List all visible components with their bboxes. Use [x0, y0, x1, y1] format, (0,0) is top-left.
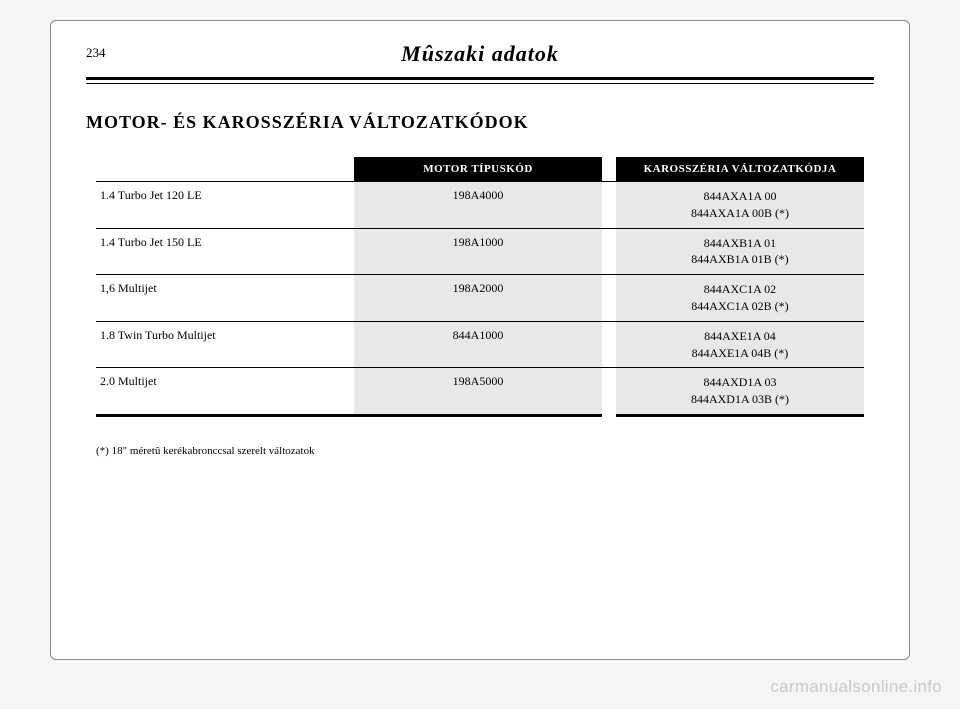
- codes-table: MOTOR TÍPUSKÓD KAROSSZÉRIA VÁLTOZATKÓDJA…: [96, 157, 864, 417]
- column-engine: MOTOR TÍPUSKÓD: [354, 157, 602, 181]
- cell-engine: 198A4000: [354, 182, 602, 228]
- cell-engine: 198A1000: [354, 229, 602, 275]
- cell-label: 2.0 Multijet: [96, 368, 354, 414]
- cell-label: 1.4 Turbo Jet 150 LE: [96, 229, 354, 275]
- cell-gap: [602, 182, 616, 228]
- cell-gap: [602, 322, 616, 368]
- cell-engine: 844A1000: [354, 322, 602, 368]
- rule-segment: [354, 414, 602, 417]
- rule-segment: [616, 414, 864, 417]
- table-row: 1.4 Turbo Jet 120 LE 198A4000 844AXA1A 0…: [96, 181, 864, 228]
- column-body: KAROSSZÉRIA VÁLTOZATKÓDJA: [616, 157, 864, 181]
- body-code-line: 844AXA1A 00: [620, 188, 860, 205]
- body-code-line: 844AXD1A 03: [620, 374, 860, 391]
- footnote: (*) 18" méretû kerékabronccsal szerelt v…: [96, 445, 874, 457]
- rule-thick: [86, 77, 874, 80]
- table-row: 2.0 Multijet 198A5000 844AXD1A 03 844AXD…: [96, 367, 864, 414]
- cell-gap: [602, 229, 616, 275]
- rule-gap: [602, 414, 616, 417]
- cell-body: 844AXE1A 04 844AXE1A 04B (*): [616, 322, 864, 368]
- table-row: 1.8 Twin Turbo Multijet 844A1000 844AXE1…: [96, 321, 864, 368]
- cell-engine: 198A2000: [354, 275, 602, 321]
- table-header-row: MOTOR TÍPUSKÓD KAROSSZÉRIA VÁLTOZATKÓDJA: [96, 157, 864, 181]
- column-gap: [602, 157, 616, 181]
- body-code-line: 844AXB1A 01B (*): [620, 251, 860, 268]
- body-code-line: 844AXC1A 02: [620, 281, 860, 298]
- page-card: 234 Mûszaki adatok MOTOR- ÉS KAROSSZÉRIA…: [50, 20, 910, 660]
- body-code-line: 844AXC1A 02B (*): [620, 298, 860, 315]
- watermark: carmanualsonline.info: [770, 677, 942, 697]
- body-code-line: 844AXB1A 01: [620, 235, 860, 252]
- cell-gap: [602, 275, 616, 321]
- cell-label: 1,6 Multijet: [96, 275, 354, 321]
- cell-gap: [602, 368, 616, 414]
- cell-body: 844AXD1A 03 844AXD1A 03B (*): [616, 368, 864, 414]
- table-footer-rule: [96, 414, 864, 417]
- cell-body: 844AXC1A 02 844AXC1A 02B (*): [616, 275, 864, 321]
- column-blank: [96, 157, 354, 181]
- body-code-line: 844AXD1A 03B (*): [620, 391, 860, 408]
- body-code-line: 844AXE1A 04B (*): [620, 345, 860, 362]
- section-title: MOTOR- ÉS KAROSSZÉRIA VÁLTOZATKÓDOK: [86, 112, 874, 133]
- cell-body: 844AXB1A 01 844AXB1A 01B (*): [616, 229, 864, 275]
- cell-label: 1.4 Turbo Jet 120 LE: [96, 182, 354, 228]
- cell-body: 844AXA1A 00 844AXA1A 00B (*): [616, 182, 864, 228]
- header-title: Mûszaki adatok: [86, 41, 874, 67]
- page-number: 234: [86, 45, 106, 61]
- body-code-line: 844AXE1A 04: [620, 328, 860, 345]
- page-header: 234 Mûszaki adatok: [86, 41, 874, 71]
- rule-segment: [96, 414, 354, 417]
- cell-label: 1.8 Twin Turbo Multijet: [96, 322, 354, 368]
- table-row: 1,6 Multijet 198A2000 844AXC1A 02 844AXC…: [96, 274, 864, 321]
- table-row: 1.4 Turbo Jet 150 LE 198A1000 844AXB1A 0…: [96, 228, 864, 275]
- body-code-line: 844AXA1A 00B (*): [620, 205, 860, 222]
- cell-engine: 198A5000: [354, 368, 602, 414]
- rule-thin: [86, 83, 874, 84]
- table-body: 1.4 Turbo Jet 120 LE 198A4000 844AXA1A 0…: [96, 181, 864, 414]
